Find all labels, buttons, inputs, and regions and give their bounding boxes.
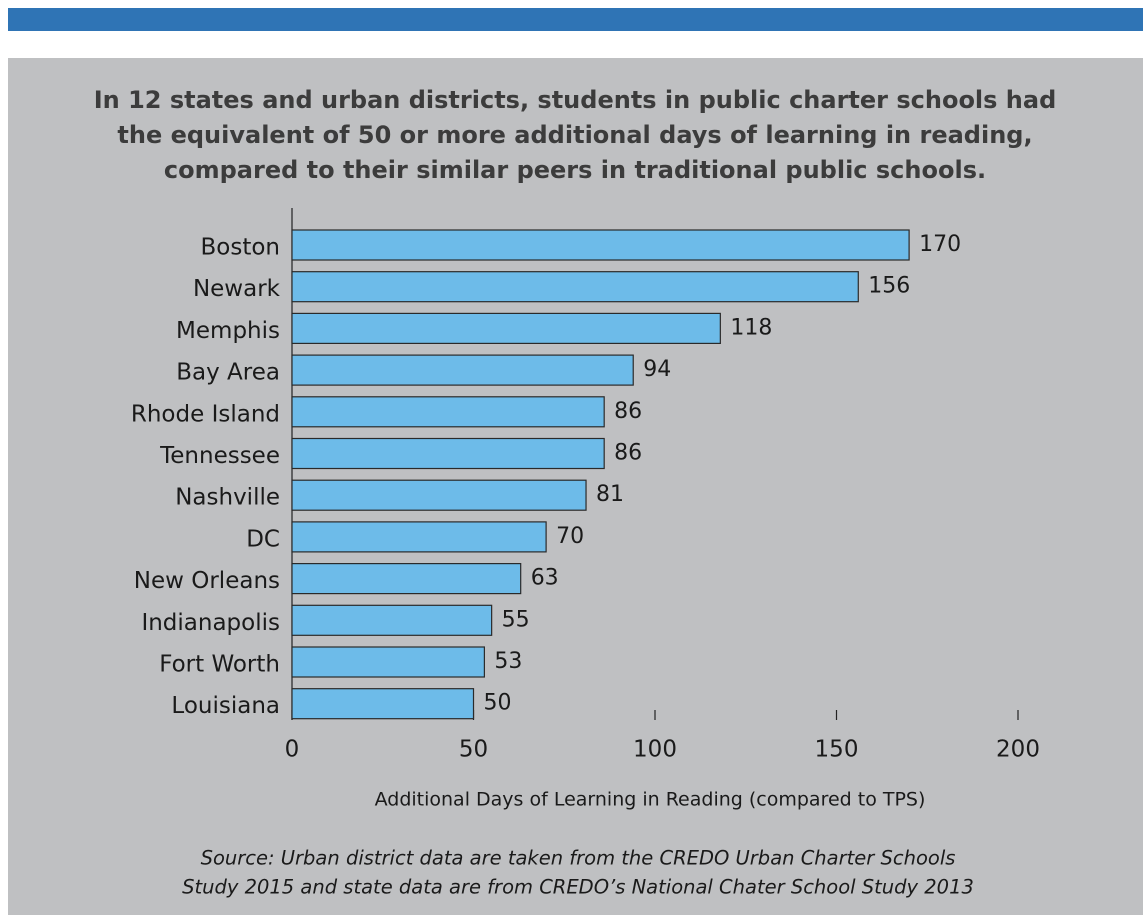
source-note: Study 2015 and state data are from CREDO… — [182, 876, 974, 899]
bar — [291, 229, 910, 261]
value-label: 86 — [614, 441, 642, 466]
x-axis-label: Additional Days of Learning in Reading (… — [375, 789, 926, 811]
y-tick-label: Bay Area — [176, 360, 280, 386]
bar — [291, 396, 605, 428]
top-band — [8, 8, 1143, 31]
chart-title: the equivalent of 50 or more additional … — [117, 121, 1032, 149]
value-label: 81 — [596, 482, 624, 507]
value-label: 53 — [494, 649, 522, 674]
y-tick-label: Tennessee — [159, 443, 280, 469]
y-tick-label: Newark — [193, 276, 281, 302]
bar — [291, 646, 485, 678]
value-label: 170 — [919, 232, 961, 257]
x-tick-label: 100 — [633, 737, 677, 763]
value-label: 156 — [868, 274, 910, 299]
y-tick-label: New Orleans — [134, 568, 280, 594]
value-label: 55 — [502, 607, 530, 632]
y-tick-label: Boston — [200, 235, 280, 261]
chart-title: In 12 states and urban districts, studen… — [94, 86, 1057, 114]
bar — [291, 688, 475, 720]
value-label: 118 — [730, 315, 772, 340]
x-tick-label: 0 — [285, 737, 300, 763]
source-note: Source: Urban district data are taken fr… — [201, 847, 956, 870]
value-label: 63 — [531, 566, 559, 591]
value-label: 50 — [484, 691, 512, 716]
y-tick-label: DC — [246, 526, 280, 552]
y-tick-label: Fort Worth — [159, 652, 280, 678]
bar — [291, 479, 587, 511]
y-tick-label: Nashville — [175, 485, 280, 511]
bar — [291, 604, 493, 636]
value-label: 70 — [556, 524, 584, 549]
chart-title: compared to their similar peers in tradi… — [164, 156, 986, 184]
x-tick-label: 200 — [996, 737, 1040, 763]
y-tick-label: Louisiana — [171, 693, 280, 719]
bar — [291, 521, 547, 553]
x-tick-label: 50 — [459, 737, 488, 763]
bar — [291, 312, 721, 344]
bar — [291, 562, 522, 595]
y-tick-label: Rhode Island — [131, 401, 280, 427]
bar — [291, 271, 859, 303]
value-label: 86 — [614, 399, 642, 424]
y-tick-label: Memphis — [176, 318, 280, 344]
y-tick-label: Indianapolis — [141, 610, 280, 636]
x-tick-label: 150 — [815, 737, 859, 763]
bar — [291, 437, 605, 470]
value-label: 94 — [643, 357, 671, 382]
bar — [291, 354, 634, 386]
